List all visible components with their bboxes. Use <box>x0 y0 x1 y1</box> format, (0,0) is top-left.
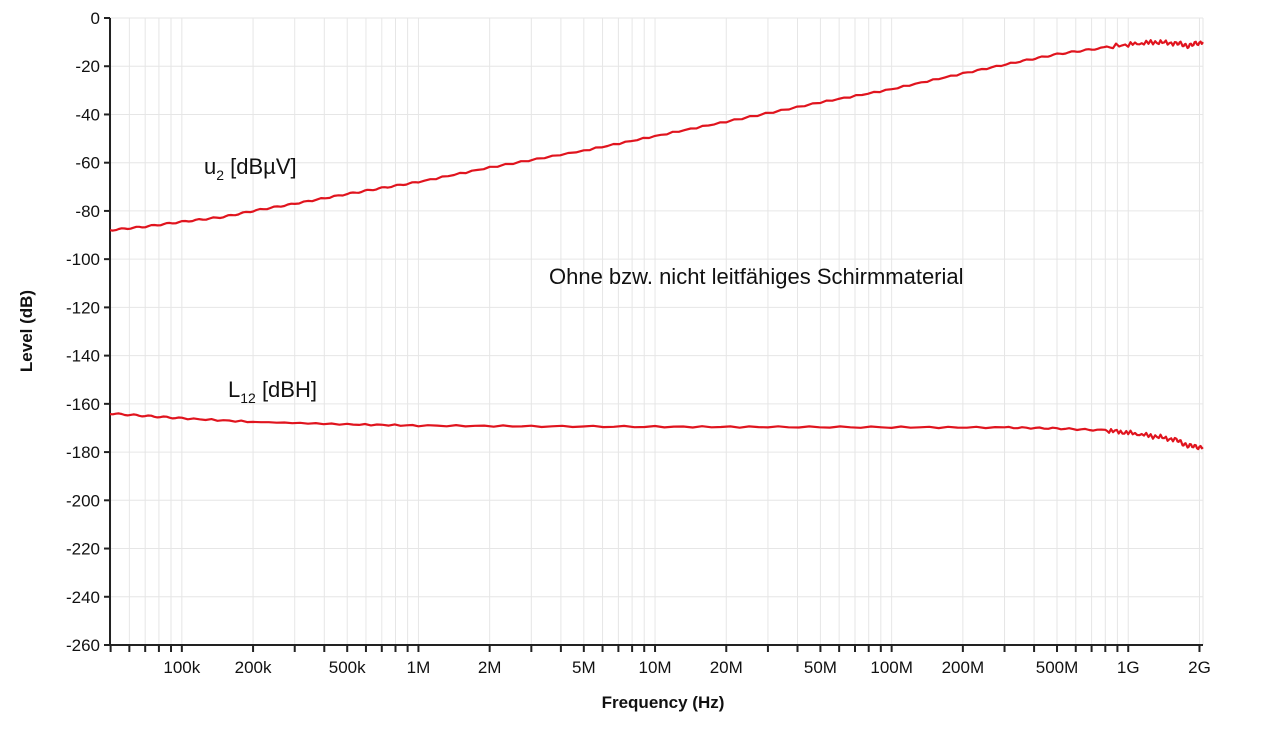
grid <box>110 17 1204 646</box>
y-tick-label: -140 <box>66 347 100 366</box>
y-tick-label: 0 <box>91 9 100 28</box>
x-axis-label: Frequency (Hz) <box>602 693 725 712</box>
x-tick-label: 200M <box>942 658 985 677</box>
x-tick-label: 5M <box>572 658 596 677</box>
series-line-u2 <box>109 39 1204 232</box>
y-tick-label: -40 <box>75 105 100 124</box>
y-tick-label: -80 <box>75 202 100 221</box>
x-tick-label: 50M <box>804 658 837 677</box>
series-label-u2: u2 [dBµV] <box>204 154 297 183</box>
y-tick-label: -20 <box>75 57 100 76</box>
y-tick-label: -160 <box>66 395 100 414</box>
y-tick-label: -220 <box>66 540 100 559</box>
y-axis-ticks: 0 -20 -40 -60 -80 -100 -120 -140 -160 -180 -200 -22… <box>66 9 110 655</box>
x-tick-label: 20M <box>710 658 743 677</box>
x-tick-label: 500M <box>1036 658 1079 677</box>
series-label-l12: L12 [dBH] <box>228 377 317 406</box>
x-tick-label: 200k <box>235 658 272 677</box>
x-tick-label: 500k <box>329 658 366 677</box>
x-tick-label: 100M <box>870 658 913 677</box>
x-tick-label: 10M <box>639 658 672 677</box>
y-tick-label: -180 <box>66 443 100 462</box>
y-tick-label: -100 <box>66 250 100 269</box>
x-tick-label: 2G <box>1188 658 1211 677</box>
y-tick-label: -60 <box>75 154 100 173</box>
x-tick-label: 2M <box>478 658 502 677</box>
y-tick-label: -260 <box>66 636 100 655</box>
x-axis-ticks: 100k 200k 500k 1M 2M 5M 10M 20M 50M 100M 200M 500M 1… <box>109 645 1211 677</box>
series-line-l12 <box>109 412 1204 451</box>
x-tick-label: 1G <box>1117 658 1140 677</box>
y-tick-label: -200 <box>66 491 100 510</box>
y-axis-label: Level (dB) <box>17 290 36 372</box>
y-tick-label: -120 <box>66 298 100 317</box>
x-tick-label: 1M <box>407 658 431 677</box>
y-tick-label: -240 <box>66 588 100 607</box>
series-lines <box>109 39 1204 451</box>
annotation-text: Ohne bzw. nicht leitfähiges Schirmmateri… <box>549 264 964 289</box>
x-tick-label: 100k <box>163 658 200 677</box>
